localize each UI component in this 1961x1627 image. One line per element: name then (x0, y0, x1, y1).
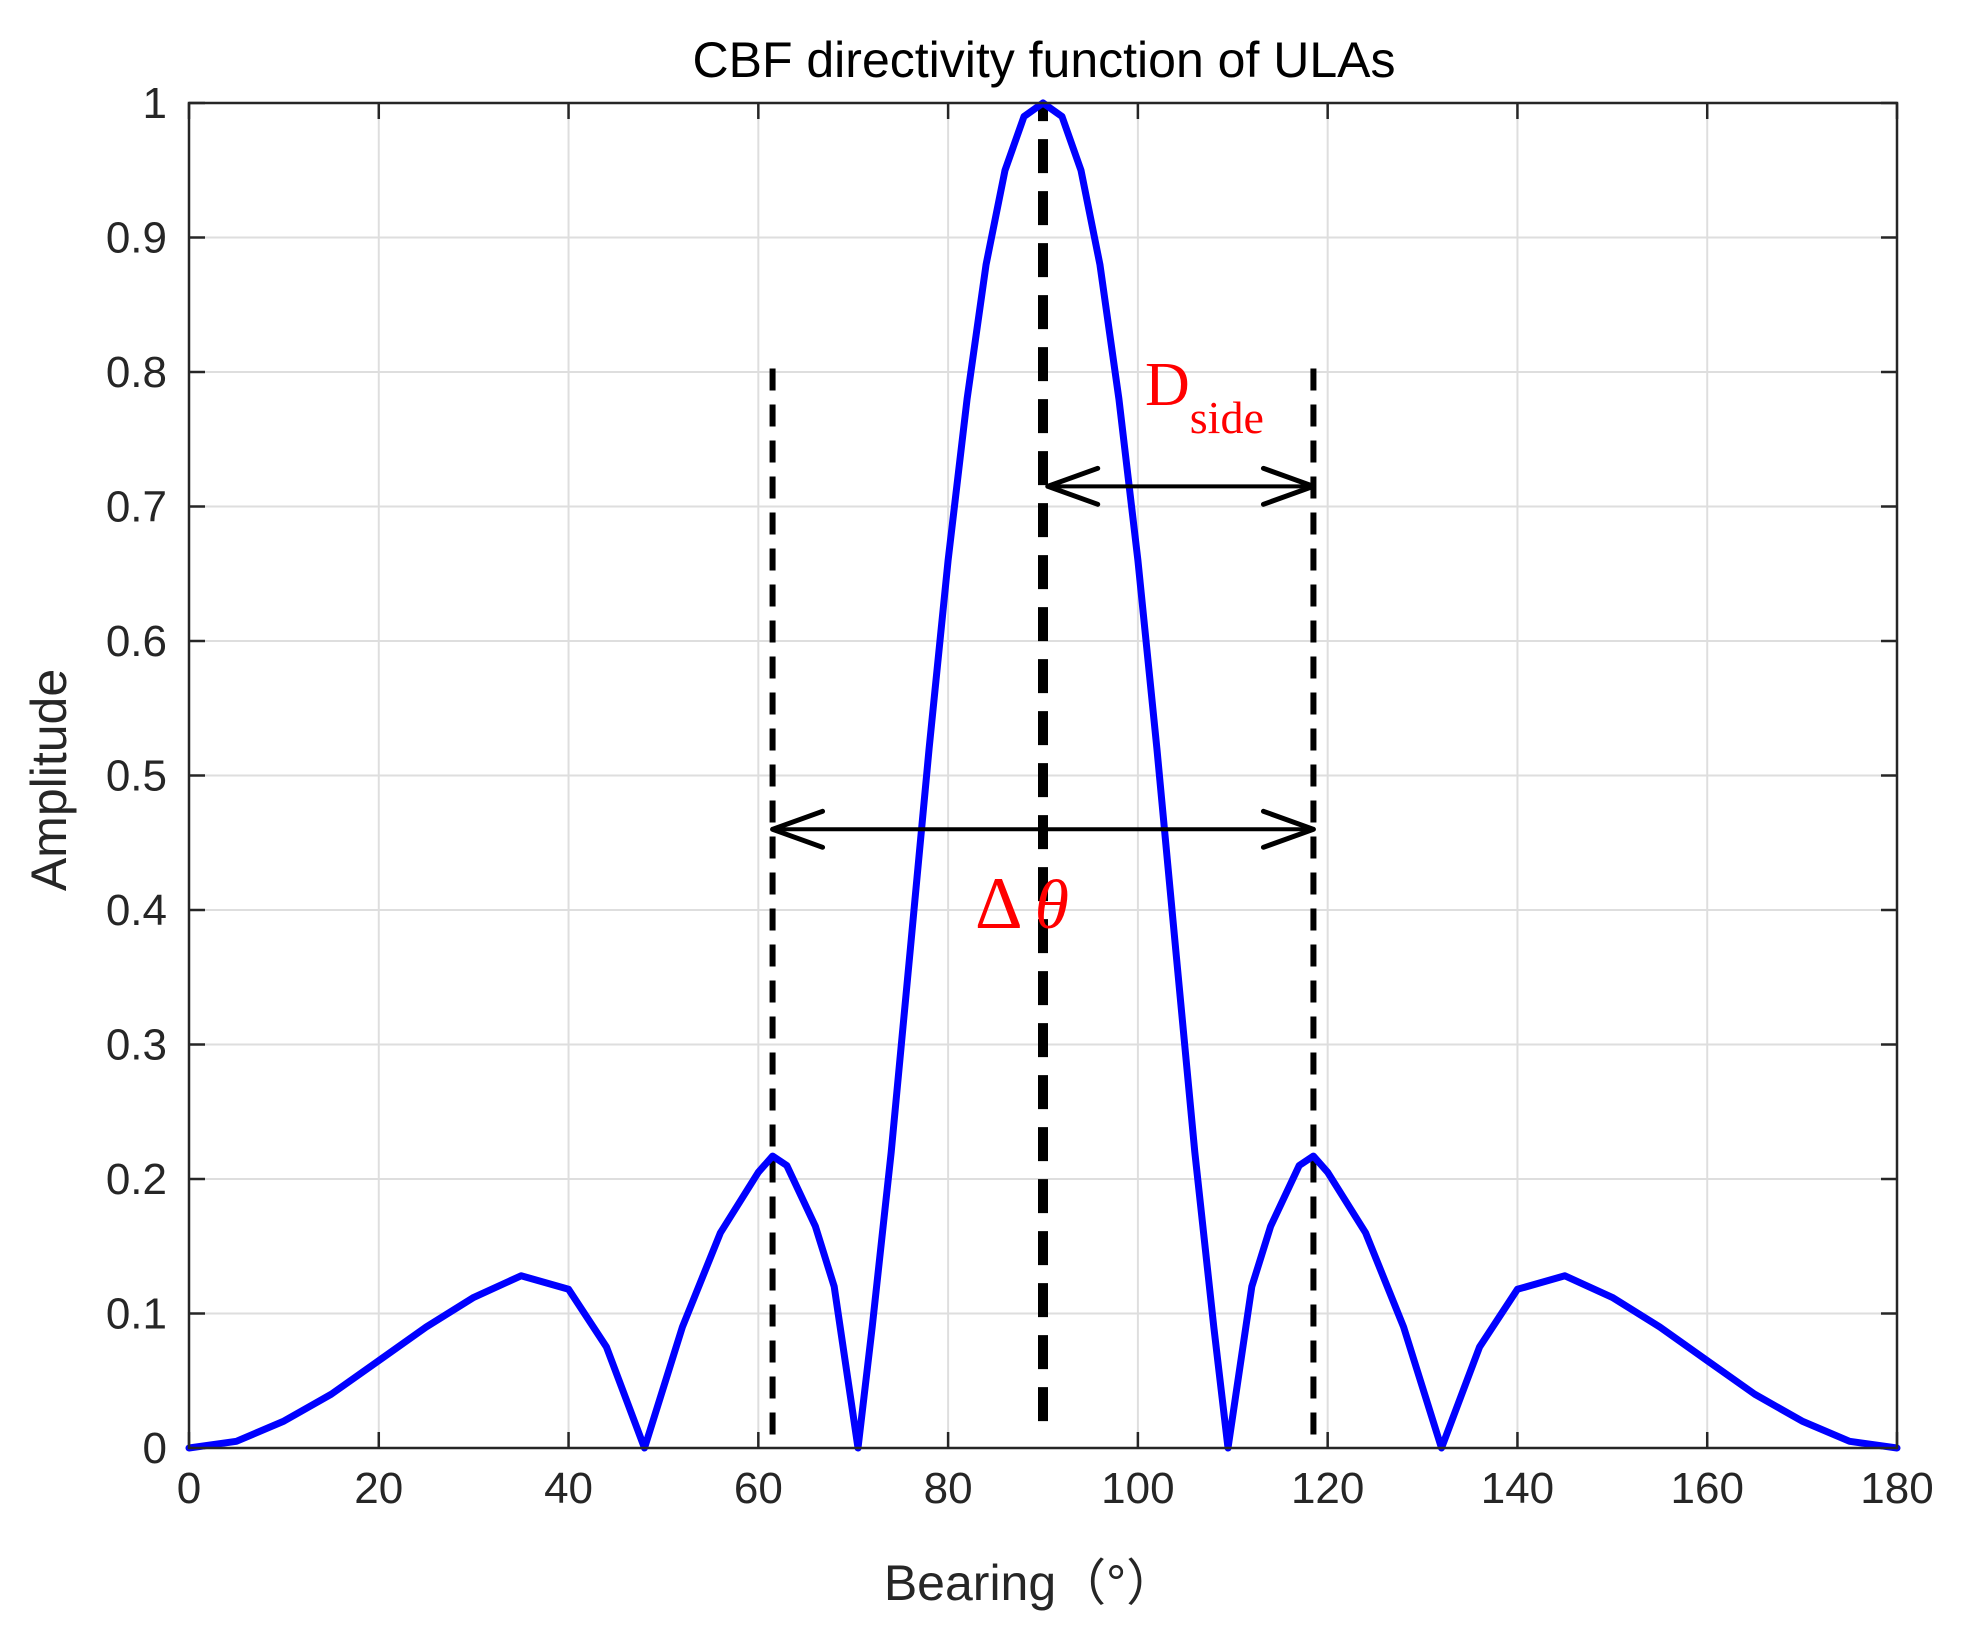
arrow-head-right (1260, 465, 1316, 507)
y-tick-label: 0.4 (106, 886, 167, 935)
y-tick-label: 0.1 (106, 1290, 167, 1339)
annotation-side-subscript: side (1190, 392, 1264, 443)
x-tick-label: 60 (734, 1464, 783, 1513)
arrow-head-left (770, 808, 826, 850)
annotation-delta-symbol: Δ (975, 863, 1023, 945)
x-axis-title: Bearing（°） (884, 1555, 1176, 1611)
x-tick-label: 100 (1101, 1464, 1174, 1513)
x-tick-label: 160 (1671, 1464, 1744, 1513)
y-tick-label: 0.9 (106, 214, 167, 263)
arrow-main_width (770, 808, 1316, 850)
plot-frame (187, 101, 1899, 1450)
y-tick-label: 0 (143, 1424, 167, 1473)
x-tick-labels: 0 20 40 60 80 100 120 140 160 180 (177, 1464, 1934, 1513)
annotation-d-side: Dside (1145, 351, 1264, 443)
x-tick-label: 180 (1860, 1464, 1933, 1513)
chart-title: CBF directivity function of ULAs (692, 32, 1395, 88)
y-tick-label: 0.5 (106, 752, 167, 801)
y-axis-title: Amplitude (21, 669, 77, 891)
y-tick-label: 0.6 (106, 617, 167, 666)
x-tick-label: 0 (177, 1464, 201, 1513)
x-tick-label: 80 (924, 1464, 973, 1513)
annotation-theta-symbol: θ (1035, 867, 1069, 944)
y-tick-label: 0.2 (106, 1155, 167, 1204)
y-tick-labels: 0 0.1 0.2 0.3 0.4 0.5 0.6 0.7 0.8 0.9 1 (106, 79, 167, 1473)
y-tick-label: 0.3 (106, 1021, 167, 1070)
annotation-d-letter: D (1145, 351, 1190, 419)
arrows (770, 465, 1316, 850)
x-tick-label: 40 (544, 1464, 593, 1513)
y-tick-label: 0.8 (106, 348, 167, 397)
reference-lines (769, 103, 1317, 1435)
arrow-head-left (1045, 465, 1101, 507)
x-tick-label: 20 (354, 1464, 403, 1513)
x-tick-label: 140 (1481, 1464, 1554, 1513)
arrow-side_width (1045, 465, 1316, 507)
y-tick-label: 1 (143, 79, 167, 128)
x-tick-label: 120 (1291, 1464, 1364, 1513)
y-tick-label: 0.7 (106, 483, 167, 532)
arrow-head-right (1260, 808, 1316, 850)
